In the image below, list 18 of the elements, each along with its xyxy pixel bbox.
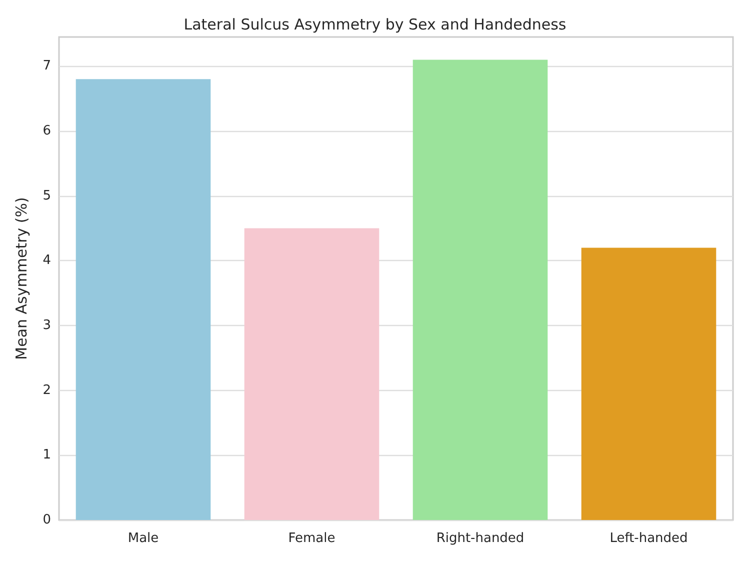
x-tick-label: Female	[288, 531, 336, 546]
x-tick-label: Right-handed	[436, 531, 524, 546]
y-tick-label: 7	[42, 58, 51, 74]
x-tick-label: Male	[128, 531, 159, 546]
y-tick-label: 0	[42, 512, 51, 528]
bar	[76, 79, 211, 520]
y-tick-label: 6	[42, 124, 51, 139]
bar	[581, 248, 716, 520]
y-tick-label: 2	[42, 382, 51, 398]
bar	[412, 60, 548, 520]
bar	[244, 228, 380, 520]
y-tick-label: 3	[42, 318, 51, 334]
y-axis-title: Mean Asymmetry (%)	[12, 197, 30, 360]
y-tick-label: 1	[42, 448, 51, 463]
y-tick-label: 5	[42, 188, 51, 204]
x-tick-label: Left-handed	[610, 531, 688, 546]
chart-title: Lateral Sulcus Asymmetry by Sex and Handedness	[184, 16, 566, 34]
y-tick-label: 4	[42, 253, 51, 268]
